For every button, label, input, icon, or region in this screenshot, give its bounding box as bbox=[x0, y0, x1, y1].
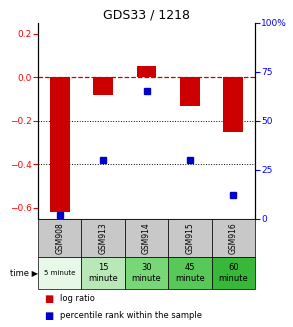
Bar bbox=[81, 257, 125, 289]
Text: GSM914: GSM914 bbox=[142, 222, 151, 254]
Text: GSM915: GSM915 bbox=[185, 222, 194, 254]
Bar bbox=[168, 219, 212, 257]
Bar bbox=[168, 257, 212, 289]
Text: percentile rank within the sample: percentile rank within the sample bbox=[60, 312, 202, 320]
Text: ■: ■ bbox=[45, 312, 54, 321]
Bar bbox=[125, 257, 168, 289]
Bar bbox=[125, 219, 168, 257]
Text: 5 minute: 5 minute bbox=[44, 270, 76, 276]
Bar bbox=[38, 219, 81, 257]
Bar bbox=[212, 219, 255, 257]
Text: log ratio: log ratio bbox=[60, 294, 95, 303]
Text: 60
minute: 60 minute bbox=[218, 263, 248, 283]
Text: GSM913: GSM913 bbox=[99, 222, 108, 254]
Bar bbox=[81, 219, 125, 257]
Bar bbox=[212, 257, 255, 289]
Text: 15
minute: 15 minute bbox=[88, 263, 118, 283]
Text: GSM908: GSM908 bbox=[55, 222, 64, 254]
Bar bbox=[93, 77, 113, 95]
Bar bbox=[224, 77, 243, 132]
Text: 45
minute: 45 minute bbox=[175, 263, 205, 283]
Text: ■: ■ bbox=[45, 294, 54, 304]
Title: GDS33 / 1218: GDS33 / 1218 bbox=[103, 9, 190, 22]
Bar bbox=[50, 77, 69, 212]
Text: 30
minute: 30 minute bbox=[132, 263, 161, 283]
Text: GSM916: GSM916 bbox=[229, 222, 238, 254]
Text: time ▶: time ▶ bbox=[10, 268, 38, 278]
Bar bbox=[137, 66, 156, 77]
Bar bbox=[38, 257, 81, 289]
Bar bbox=[180, 77, 200, 106]
